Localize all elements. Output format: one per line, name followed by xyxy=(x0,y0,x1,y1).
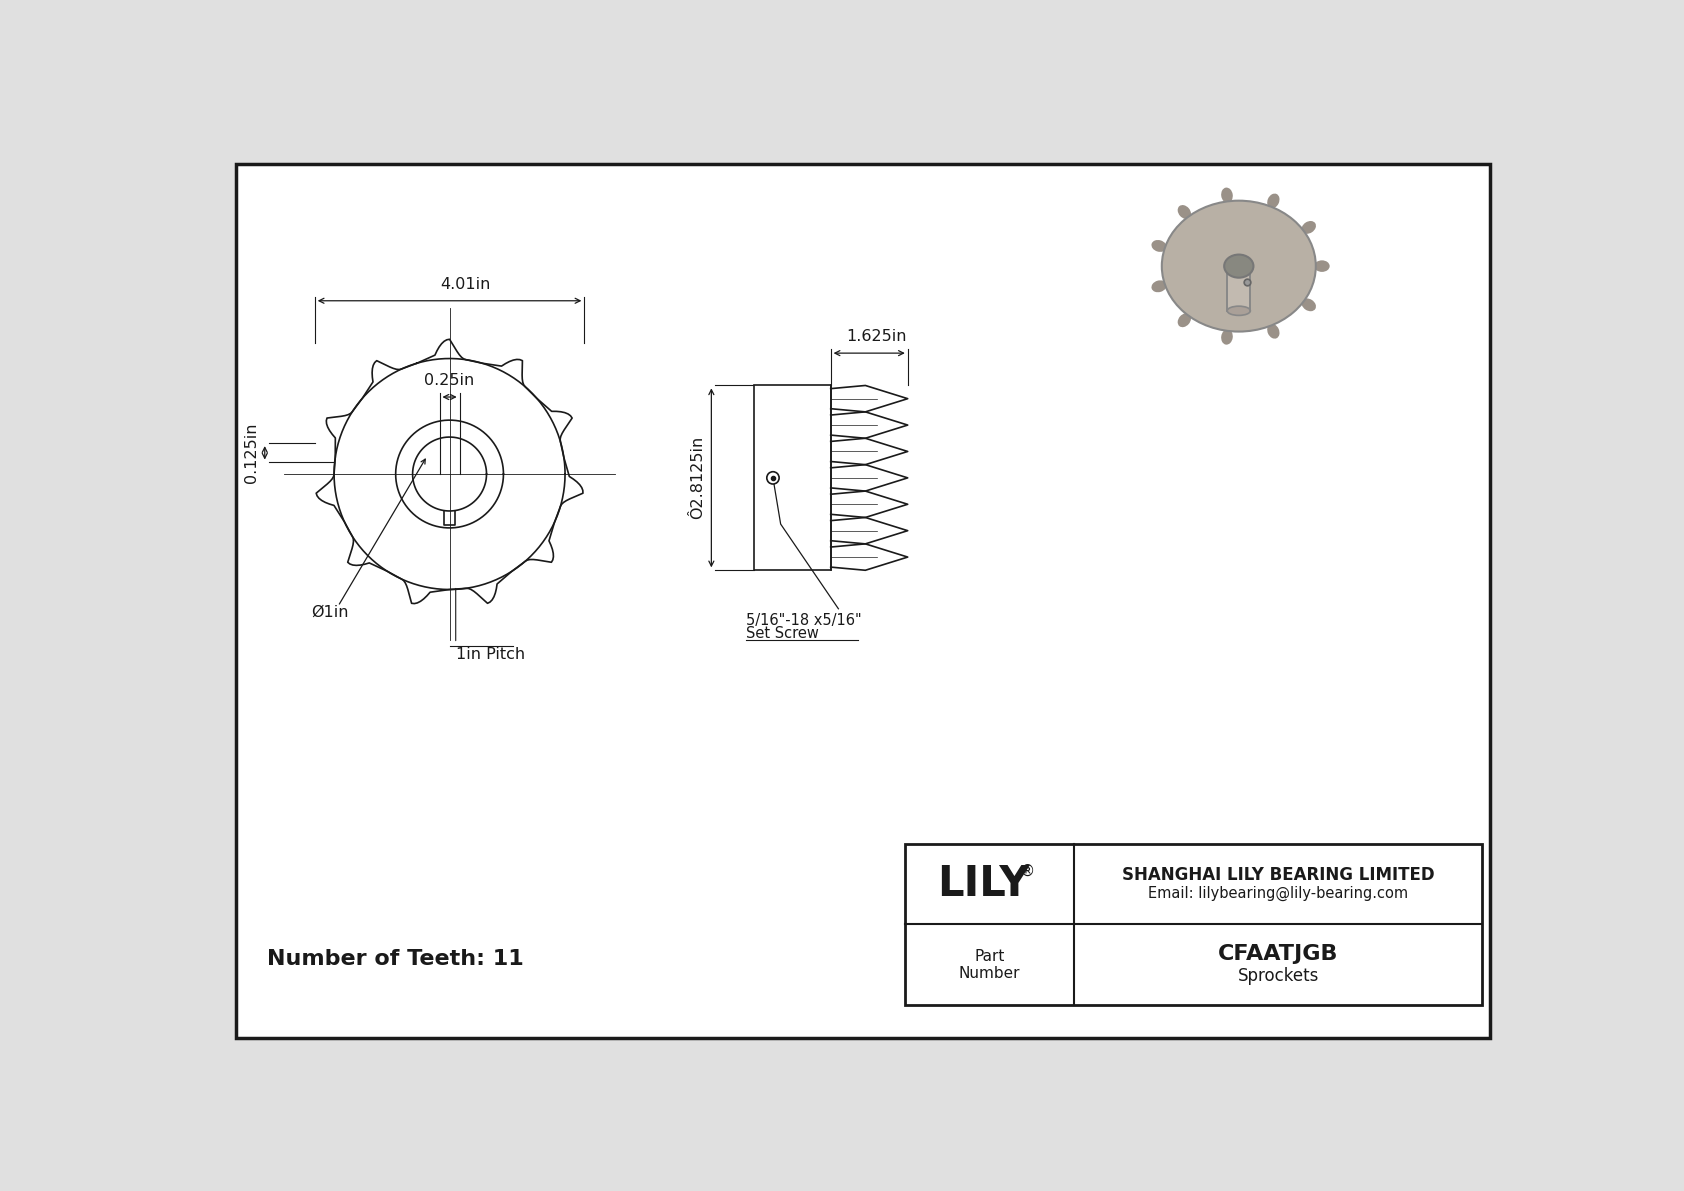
Ellipse shape xyxy=(1152,280,1167,292)
Ellipse shape xyxy=(1302,299,1315,311)
Text: 4.01in: 4.01in xyxy=(440,276,490,292)
Bar xyxy=(1228,266,1250,311)
Text: Part
Number: Part Number xyxy=(958,949,1021,981)
Ellipse shape xyxy=(1266,324,1280,338)
Text: LILY: LILY xyxy=(936,863,1029,905)
Text: 5/16"-18 x5/16": 5/16"-18 x5/16" xyxy=(746,612,862,628)
Ellipse shape xyxy=(1162,200,1315,331)
Text: 1.625in: 1.625in xyxy=(847,329,908,344)
Ellipse shape xyxy=(1152,241,1167,251)
Text: CFAATJGB: CFAATJGB xyxy=(1218,944,1339,965)
Ellipse shape xyxy=(1228,306,1250,316)
Text: Ø1in: Ø1in xyxy=(312,605,349,621)
Text: Set Screw: Set Screw xyxy=(746,626,818,642)
Text: Email: lilybearing@lily-bearing.com: Email: lilybearing@lily-bearing.com xyxy=(1148,886,1408,900)
Text: Sprockets: Sprockets xyxy=(1238,967,1319,985)
Bar xyxy=(754,386,830,570)
Bar xyxy=(904,843,1482,1005)
Ellipse shape xyxy=(1221,330,1233,344)
Ellipse shape xyxy=(1266,194,1280,208)
Ellipse shape xyxy=(1177,205,1191,219)
Ellipse shape xyxy=(1314,261,1330,272)
Text: 1in Pitch: 1in Pitch xyxy=(456,647,525,662)
Ellipse shape xyxy=(1221,187,1233,202)
Ellipse shape xyxy=(1302,222,1315,233)
Ellipse shape xyxy=(1177,313,1191,328)
Text: Number of Teeth: 11: Number of Teeth: 11 xyxy=(268,949,524,969)
Ellipse shape xyxy=(1162,200,1315,331)
Text: ®: ® xyxy=(1021,865,1036,879)
Circle shape xyxy=(766,472,780,484)
Text: 0.125in: 0.125in xyxy=(244,423,259,484)
Text: Ô2.8125in: Ô2.8125in xyxy=(690,436,706,519)
Ellipse shape xyxy=(1224,255,1253,278)
Text: SHANGHAI LILY BEARING LIMITED: SHANGHAI LILY BEARING LIMITED xyxy=(1122,866,1435,884)
Text: 0.25in: 0.25in xyxy=(424,373,475,388)
